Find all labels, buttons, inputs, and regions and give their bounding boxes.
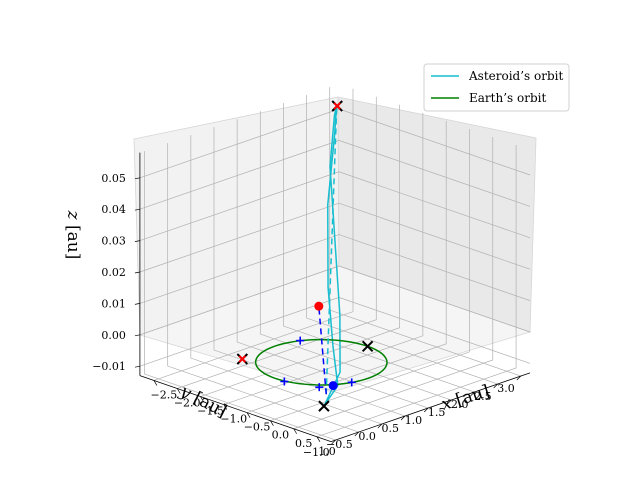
x-tick-label: −2.5 [151,388,178,401]
marker-plus [315,383,324,392]
legend-box [423,63,570,112]
marker-x [238,355,247,363]
y-tick [354,431,359,437]
z-tick-label: 0.01 [101,297,126,310]
marker-stroke [318,400,330,412]
y-axis-line [330,372,531,443]
y-tick [516,375,522,381]
marker-x [333,102,341,110]
y-tick-label: 0.5 [382,422,400,435]
y-tick-label: 2.5 [474,390,492,403]
grid-line [144,151,336,441]
x-tick-label: −0.5 [244,421,271,434]
x-axis-line [139,375,332,443]
marker-stroke [333,102,341,110]
marker-dot [314,301,324,311]
z-tick [134,303,140,305]
tick-labels: −2.5−2.0−1.5−1.0−0.50.00.51.0−1.0−0.50.0… [92,172,515,459]
z-tick-label: 0.00 [101,329,126,342]
z-tick-label: 0.04 [101,203,126,216]
grid-line [236,119,429,409]
grid-line [283,103,475,393]
grid-line [139,234,531,304]
legend-label-asteroid: Asteroid’s orbit [468,69,563,83]
grid-line [139,140,531,210]
z-axis-label: z [au] [63,210,83,260]
marker-stroke [361,340,374,352]
grid-line [200,104,400,397]
grid-line [167,143,359,433]
grid-line [270,128,470,422]
grid-line [139,202,531,273]
y-tick-label: −1.0 [303,446,330,459]
y-tick [331,439,336,445]
grid-line [259,111,452,401]
series-line-2 [325,106,338,395]
marker-plus [347,378,356,387]
z-tick [134,240,140,242]
series-line-1 [254,338,388,386]
marker-plus [296,336,305,345]
grid-line [153,88,354,381]
grid-line [246,120,447,413]
z-tick [134,334,140,337]
x-tick-label: 0.5 [295,437,313,450]
y-tick-label: −0.5 [326,438,353,451]
y-tick [447,399,452,405]
x-tick [246,412,251,418]
x-tick [270,420,274,426]
x-tick-label: 0.0 [272,429,290,442]
y-tick [400,415,406,421]
series-line-3 [318,306,327,395]
x-tick-label: −2.0 [174,397,201,410]
grid-line [306,95,498,385]
marker-stroke [238,355,247,363]
marker-x [361,340,374,352]
y-tick [493,383,498,389]
z-tick [134,177,140,180]
z-tick [134,365,140,368]
x-tick [176,388,181,394]
x-tick [293,428,297,434]
grid-line [190,135,383,425]
y-tick [470,391,475,397]
grid-line [316,145,517,438]
y-tick [423,407,429,413]
x-tick [200,396,204,402]
x-tick [316,436,321,442]
legend-label-earth: Earth’s orbit [469,91,546,105]
marker-dot [328,381,338,391]
z-tick-label: 0.02 [101,266,126,279]
x-tick [223,404,228,410]
grid-line [139,171,531,241]
x-tick [153,380,158,386]
x-tick-label: −1.0 [220,413,247,426]
y-tick-label: 1.0 [405,414,423,427]
y-tick-label: 0.0 [358,430,376,443]
grid-line [213,127,406,417]
data-layer [236,100,388,412]
y-tick-label: 3.0 [497,382,515,395]
x-tick-label: −1.5 [197,405,224,418]
y-tick-label: 1.5 [428,406,446,419]
axis-lines [134,152,531,445]
z-tick [134,271,140,274]
y-tick [377,423,383,429]
legend: Asteroid’s orbit Earth’s orbit [423,63,570,112]
z-tick [134,208,140,211]
z-tick-label: 0.03 [101,235,126,248]
marker-x [318,400,330,412]
marker-plus [280,377,289,386]
z-tick-label: 0.05 [101,172,126,185]
x-tick-label: 1.0 [318,445,336,458]
z-tick-label: −0.01 [92,360,126,373]
grid-line [177,96,377,389]
grid-line [139,265,531,336]
grid-line [293,137,494,430]
y-tick-label: 2.0 [451,398,469,411]
